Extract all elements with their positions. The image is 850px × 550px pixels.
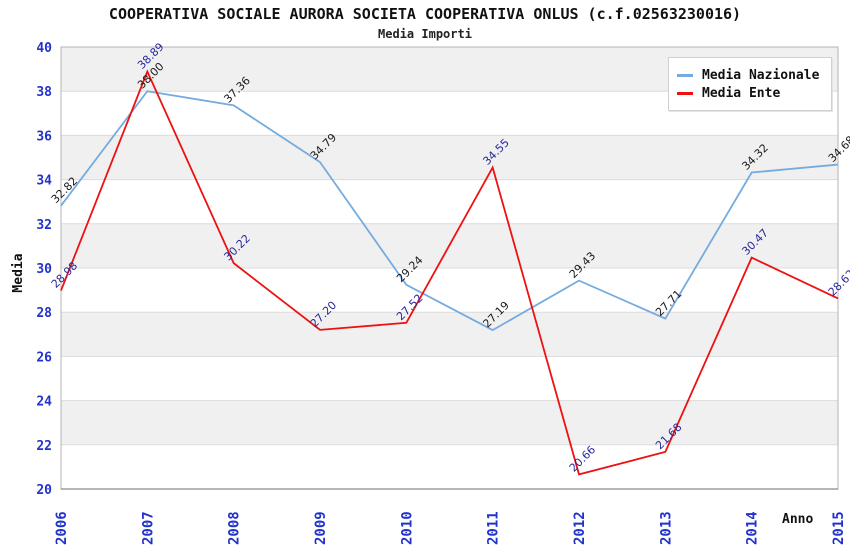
x-tick-label: 2013 bbox=[658, 511, 674, 545]
media-nazionale-line-swatch bbox=[677, 73, 693, 77]
media-ente-line-swatch bbox=[677, 91, 693, 95]
y-tick-label: 40 bbox=[36, 41, 52, 56]
x-axis-title: Anno bbox=[782, 512, 814, 527]
series-line-media-nazionale bbox=[60, 90, 839, 332]
x-tick-label: 2011 bbox=[486, 511, 502, 545]
x-tick-label: 2010 bbox=[399, 511, 415, 545]
y-tick-label: 34 bbox=[36, 174, 52, 189]
chart-subtitle: Media Importi bbox=[378, 27, 472, 41]
x-tick-label: 2012 bbox=[572, 511, 588, 545]
grid-band bbox=[61, 135, 838, 180]
y-tick-label: 22 bbox=[36, 439, 52, 454]
legend-label-media-ente: Media Ente bbox=[702, 85, 781, 101]
x-tick-label: 2009 bbox=[313, 511, 329, 545]
x-tick-label: 2008 bbox=[227, 511, 243, 545]
x-tick-label: 2014 bbox=[745, 511, 761, 545]
grid-band bbox=[61, 400, 838, 445]
y-tick-label: 36 bbox=[36, 129, 52, 144]
legend: Media Nazionale Media Ente bbox=[668, 57, 832, 111]
y-tick-label: 38 bbox=[36, 85, 52, 100]
x-tick-label: 2007 bbox=[140, 511, 156, 545]
chart-title: COOPERATIVA SOCIALE AURORA SOCIETA COOPE… bbox=[108, 5, 742, 23]
y-tick-label: 28 bbox=[36, 306, 52, 321]
x-tick-label: 2006 bbox=[54, 511, 70, 545]
y-axis-title: Media bbox=[11, 253, 26, 293]
y-tick-label: 32 bbox=[36, 218, 52, 233]
y-tick-label: 24 bbox=[36, 395, 52, 410]
legend-item-media-nazionale: Media Nazionale bbox=[677, 67, 823, 83]
y-tick-label: 20 bbox=[36, 483, 52, 498]
legend-label-media-nazionale: Media Nazionale bbox=[702, 67, 820, 83]
legend-item-media-ente: Media Ente bbox=[677, 85, 823, 101]
grid-band bbox=[61, 312, 838, 357]
x-tick-label: 2015 bbox=[831, 511, 847, 545]
y-tick-label: 30 bbox=[36, 262, 52, 277]
y-tick-label: 26 bbox=[36, 350, 52, 365]
series-line-media-ente bbox=[60, 69, 839, 476]
